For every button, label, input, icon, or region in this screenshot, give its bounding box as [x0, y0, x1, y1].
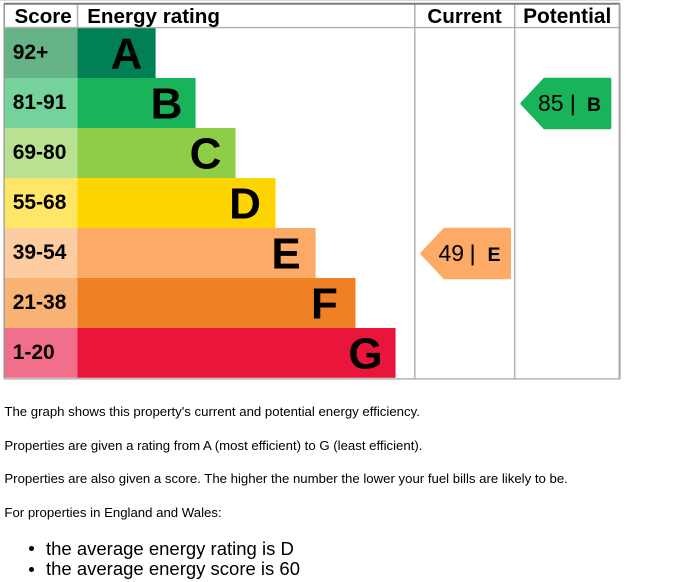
svg-text:E: E [488, 244, 501, 266]
svg-text:92+: 92+ [13, 41, 49, 64]
svg-text:C: C [190, 130, 222, 179]
svg-text:39-54: 39-54 [13, 241, 67, 264]
svg-text:Energy rating: Energy rating [87, 5, 220, 28]
svg-text:Potential: Potential [523, 5, 611, 28]
svg-text:49: 49 [439, 240, 465, 266]
svg-text:B: B [151, 80, 183, 129]
svg-text:D: D [229, 180, 261, 229]
svg-text:E: E [271, 230, 300, 279]
svg-text:G: G [348, 330, 382, 379]
svg-text:B: B [587, 94, 601, 116]
svg-text:Current: Current [427, 5, 502, 28]
svg-text:A: A [111, 30, 143, 79]
svg-text:F: F [311, 280, 338, 329]
svg-text:85: 85 [538, 90, 564, 116]
svg-text:55-68: 55-68 [13, 191, 67, 214]
svg-text:Score: Score [15, 5, 72, 28]
svg-text:21-38: 21-38 [13, 291, 67, 314]
svg-text:69-80: 69-80 [13, 141, 67, 164]
svg-text:81-91: 81-91 [13, 91, 67, 114]
svg-text:1-20: 1-20 [13, 341, 55, 364]
